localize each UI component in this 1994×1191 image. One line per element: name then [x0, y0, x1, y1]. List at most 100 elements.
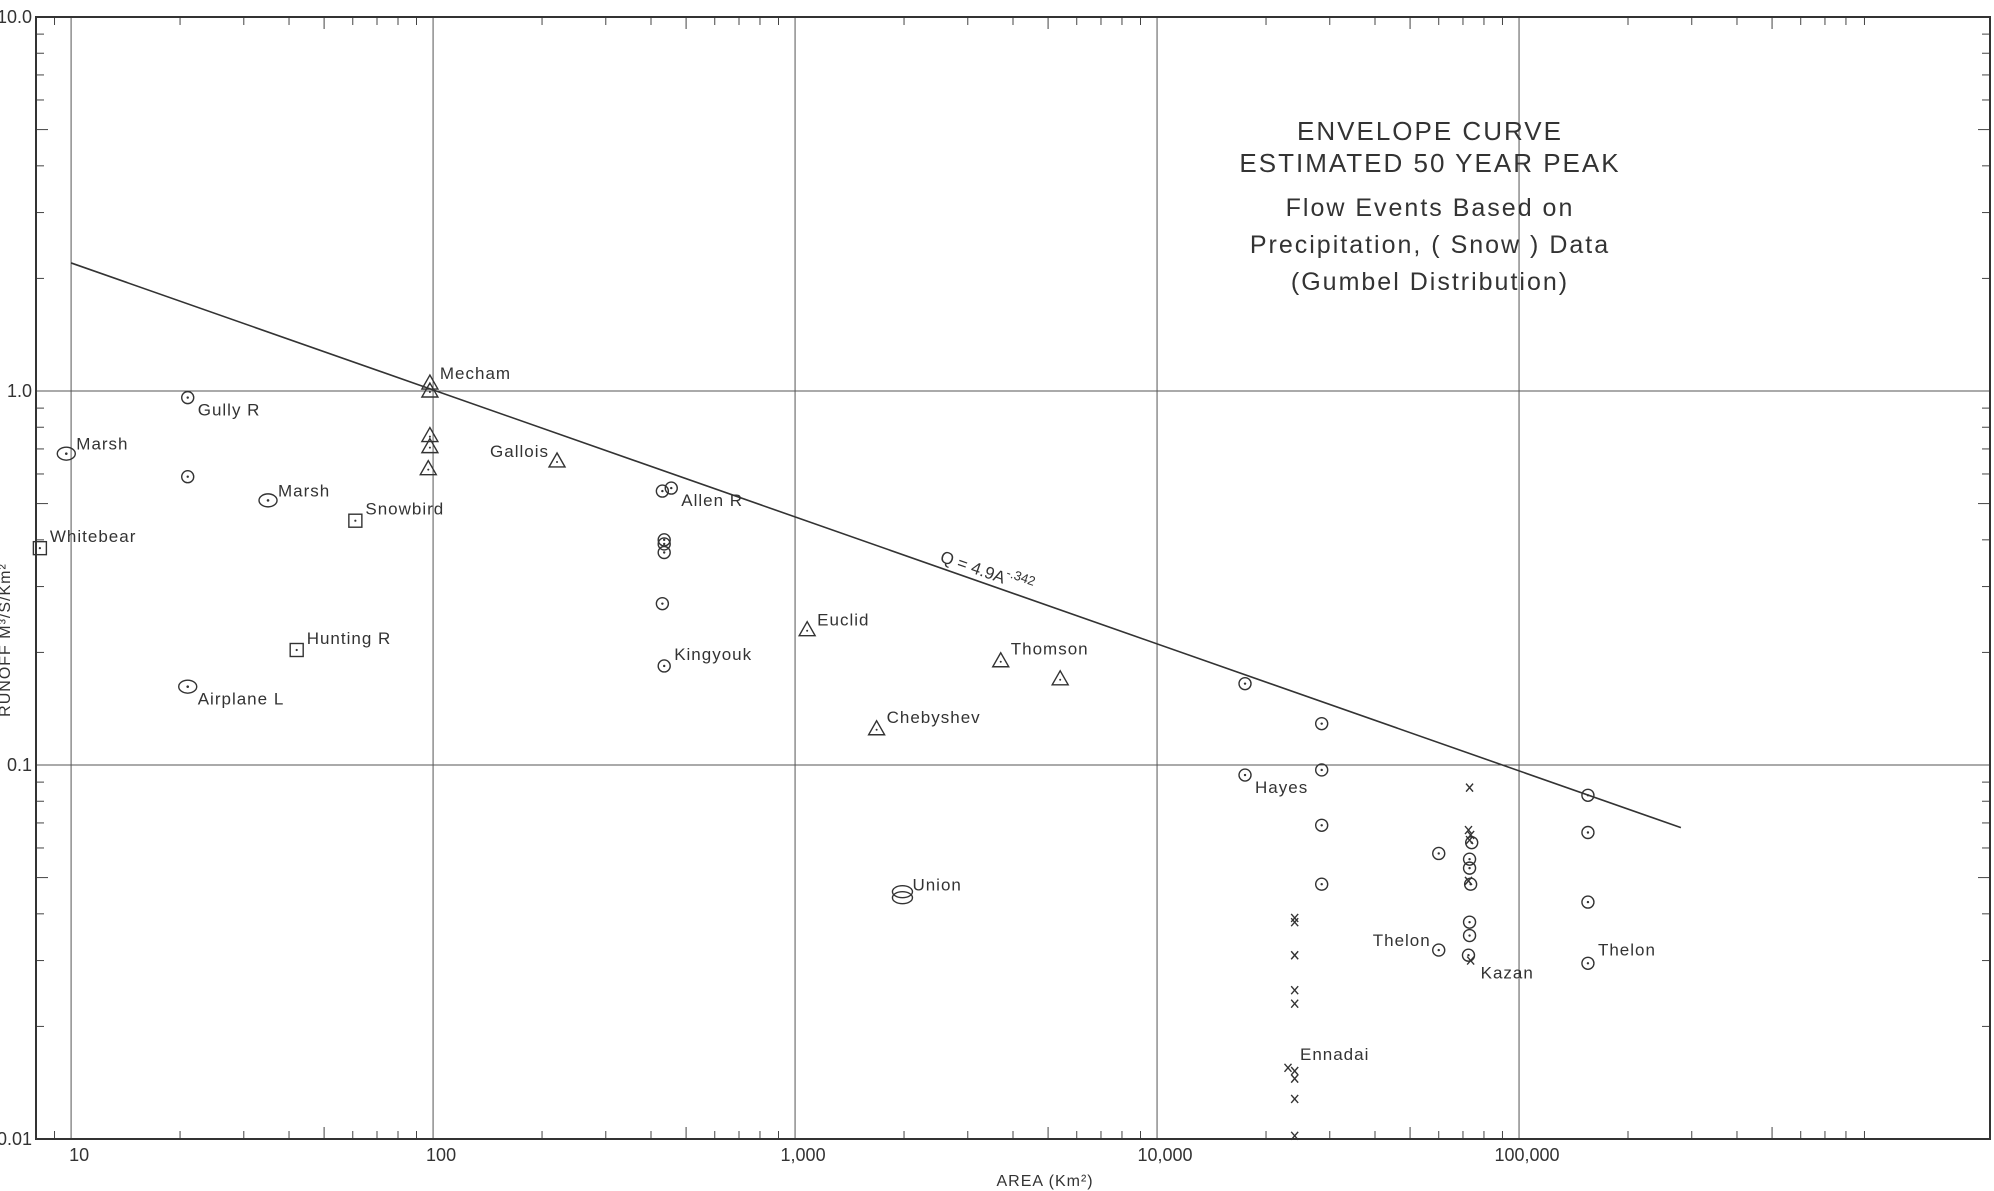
- marker-ring: [1314, 877, 1329, 891]
- marker-dot: [661, 489, 664, 493]
- grid-lines: [36, 17, 1990, 1139]
- marker-dot: [186, 685, 190, 688]
- marker-triangle: [991, 651, 1010, 668]
- marker-stroke: [1283, 1063, 1293, 1073]
- x-marker: [1290, 1131, 1299, 1141]
- point-label: Airplane L: [198, 690, 285, 709]
- marker-stroke: [1465, 835, 1474, 845]
- envelope-line: [70, 262, 1682, 829]
- marker-dot: [1468, 857, 1471, 861]
- marker-dot: [661, 602, 664, 605]
- marker-dot: [427, 468, 430, 471]
- triangle-marker: [420, 381, 440, 398]
- marker-dot: [662, 542, 666, 546]
- marker-stroke: [1290, 999, 1299, 1009]
- marker-ring: [1581, 956, 1595, 970]
- triangle-marker: [420, 426, 440, 443]
- marker-dot: [1320, 768, 1323, 772]
- circle-dot-marker: [664, 481, 678, 495]
- x-marker: [1290, 913, 1299, 923]
- circle-dot-marker: [1238, 768, 1252, 782]
- marker-square: [289, 642, 304, 658]
- marker-dot: [295, 648, 298, 652]
- square-marker: [348, 513, 363, 528]
- point-label: Thelon: [1598, 940, 1656, 959]
- y-axis-label: RUNOFF M³/S/Km²: [0, 563, 14, 717]
- marker-stroke: [1290, 985, 1299, 995]
- data-points: Whitebear Marsh Gully R Airplane L Marsh Hunt…: [32, 364, 1656, 1141]
- marker-ring: [1461, 948, 1476, 962]
- marker-stroke: [1290, 1066, 1299, 1076]
- point-label: Thomson: [1011, 640, 1089, 659]
- x-marker: [1290, 950, 1299, 960]
- marker-dot: [1467, 954, 1470, 957]
- point-label: Hayes: [1255, 778, 1308, 797]
- point-label: Gallois: [490, 442, 549, 461]
- marker-dot: [1320, 824, 1323, 827]
- point-label: Euclid: [817, 611, 869, 630]
- marker-dot: [186, 396, 189, 399]
- marker-dot: [999, 660, 1002, 663]
- point-label: Ennadai: [1300, 1045, 1369, 1064]
- point-label: Gully R: [198, 401, 261, 420]
- minor-ticks: [36, 17, 1990, 1139]
- circle-dot-marker: [1463, 877, 1478, 891]
- marker-dot: [428, 446, 431, 449]
- circle-dot-marker: [1462, 861, 1477, 875]
- triangle-marker: [420, 437, 440, 454]
- marker-triangle: [797, 620, 817, 637]
- circle-dot-large-marker: [178, 679, 198, 694]
- circle-dot-marker: [657, 537, 671, 551]
- marker-triangle: [419, 459, 438, 476]
- marker-stroke: [1290, 1131, 1299, 1141]
- marker-stroke: [1290, 1094, 1299, 1104]
- y-tick-label: 0.01: [0, 1129, 32, 1149]
- marker-triangle: [420, 373, 440, 390]
- marker-dot: [806, 629, 809, 632]
- marker-dot: [1468, 934, 1471, 937]
- marker-dot: [1470, 841, 1473, 844]
- marker-dot: [1586, 831, 1590, 834]
- marker-ring: [178, 679, 198, 694]
- circle-dot-marker: [1314, 818, 1329, 832]
- circle-dot-marker: [1462, 928, 1477, 943]
- marker-ring: [655, 484, 670, 498]
- marker-stroke: [1290, 950, 1299, 960]
- circle-dot-marker: [1461, 948, 1476, 962]
- marker-ring: [1462, 861, 1477, 875]
- marker-ring: [181, 470, 195, 484]
- marker-stroke: [1466, 956, 1475, 966]
- point-label: Chebyshev: [887, 708, 981, 727]
- equation-base: Q = 4.9A: [938, 547, 1009, 588]
- marker-stroke: [1465, 783, 1474, 793]
- y-tick-label: 0.1: [7, 755, 32, 775]
- triangle-marker: [419, 459, 438, 476]
- marker-stroke: [1290, 913, 1299, 923]
- marker-ring: [1462, 928, 1477, 943]
- x-axis-label: AREA (Km²): [996, 1173, 1093, 1190]
- x-marker: [1290, 1094, 1299, 1104]
- circle-dot-marker: [181, 390, 195, 405]
- marker-square: [348, 513, 363, 528]
- triangle-marker: [547, 451, 567, 468]
- point-label: Marsh: [76, 435, 128, 454]
- marker-ring: [657, 537, 671, 551]
- y-tick-label: 1.0: [7, 381, 32, 401]
- marker-dot: [354, 519, 357, 522]
- marker-dot: [64, 452, 68, 455]
- circle-dot-marker: [1581, 788, 1595, 802]
- marker-ring: [1314, 818, 1329, 832]
- triangle-marker: [797, 620, 817, 637]
- marker-square: [32, 540, 48, 556]
- x-marker: [1290, 1074, 1299, 1084]
- marker-triangle: [1050, 669, 1070, 686]
- circle-dot-marker: [1581, 956, 1595, 970]
- marker-dot: [1469, 883, 1472, 886]
- circle-dot-marker: [1581, 895, 1595, 909]
- x-axis-label-text: AREA (Km²): [996, 1173, 1093, 1190]
- marker-ring: [655, 596, 670, 611]
- circle-dot-marker: [1314, 716, 1329, 731]
- marker-triangle: [547, 451, 567, 468]
- marker-dot: [1468, 920, 1471, 924]
